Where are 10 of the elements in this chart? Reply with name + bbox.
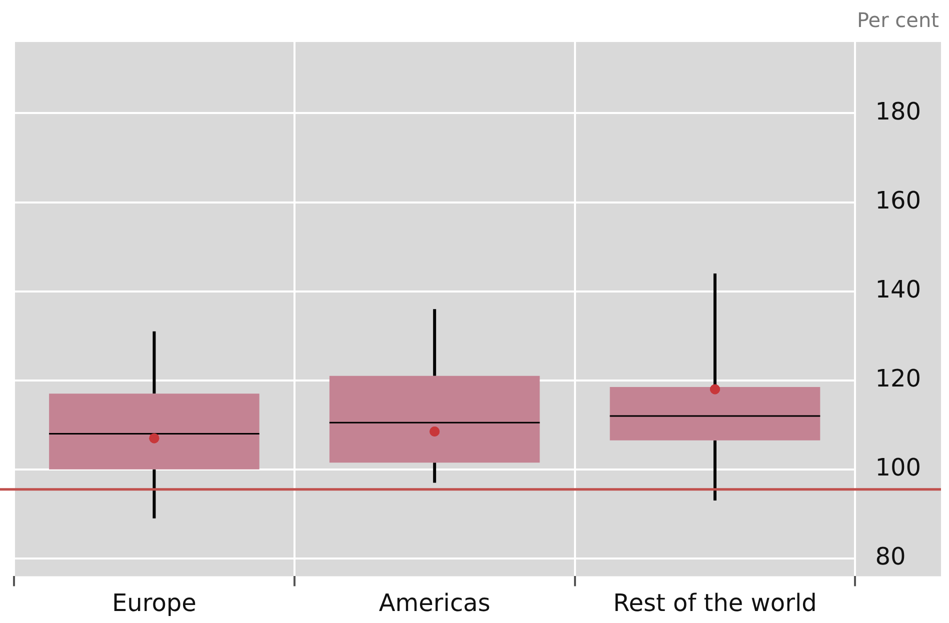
y-tick-label: 160 [875, 186, 922, 214]
y-axis-title: Per cent [856, 8, 940, 32]
y-tick-label: 140 [875, 276, 922, 304]
y-tick-label: 120 [875, 364, 922, 393]
x-tick-label: Rest of the world [613, 588, 817, 617]
x-tick-label: Europe [112, 588, 196, 617]
y-tick-label: 80 [875, 542, 906, 571]
y-tick-label: 180 [875, 97, 922, 126]
y-tick-label: 100 [875, 454, 922, 482]
x-tick-label: Americas [378, 588, 490, 617]
